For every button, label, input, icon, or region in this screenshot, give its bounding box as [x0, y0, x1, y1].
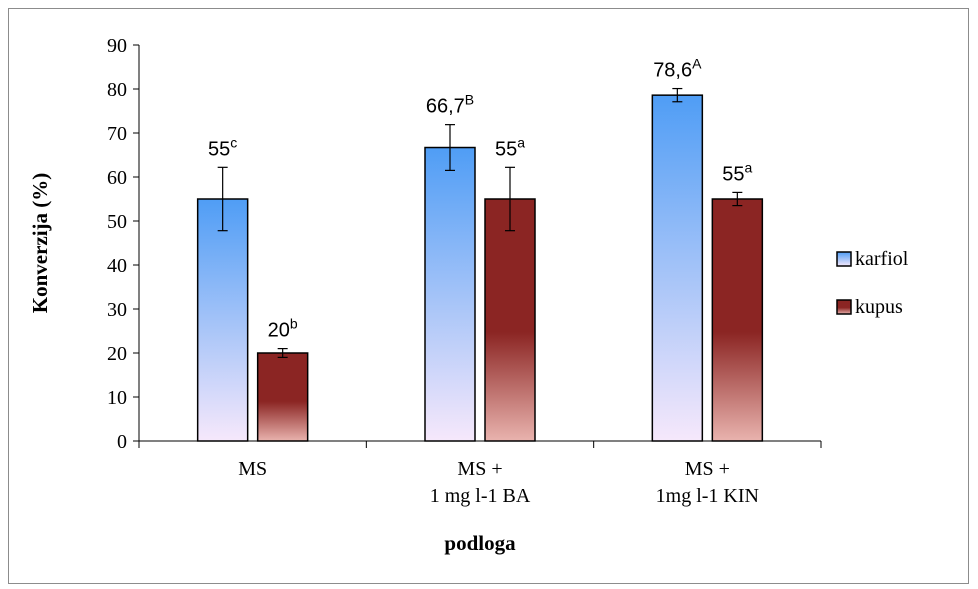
data-label: 66,7B: [426, 92, 474, 118]
data-label: 78,6A: [653, 56, 702, 82]
bar-karfiol: [424, 146, 476, 442]
bar-kupus: [484, 198, 536, 442]
legend-swatch-karfiol: [836, 251, 852, 267]
y-tick-label: 40: [107, 255, 127, 277]
y-tick-label: 60: [107, 167, 127, 189]
bar-kupus: [256, 352, 309, 442]
bar-karfiol: [196, 198, 249, 442]
data-label: 55a: [722, 159, 752, 185]
data-label: 20b: [268, 316, 298, 342]
y-tick-label: 10: [107, 387, 127, 409]
y-axis-title: Konverzija (%): [28, 173, 52, 314]
legend-swatch-kupus: [836, 299, 852, 315]
category-label: MS: [238, 458, 267, 480]
y-tick-label: 0: [117, 431, 127, 453]
y-tick-label: 70: [107, 123, 127, 145]
legend-label-kupus: kupus: [855, 296, 903, 318]
category-label: 1mg l-1 KIN: [656, 485, 759, 507]
y-tick-label: 90: [107, 35, 127, 57]
y-tick-label: 30: [107, 299, 127, 321]
bar-kupus: [711, 198, 764, 442]
legend-label-karfiol: karfiol: [855, 248, 909, 270]
y-tick-label: 80: [107, 79, 127, 101]
category-label: 1 mg l-1 BA: [430, 485, 531, 507]
x-axis-title: podloga: [444, 531, 516, 555]
y-tick-label: 50: [107, 211, 127, 233]
y-tick-label: 20: [107, 343, 127, 365]
bar-karfiol: [651, 94, 704, 442]
data-label: 55a: [495, 134, 525, 160]
category-label: MS +: [685, 458, 730, 480]
bar-chart: 0 10 20 30 40 50 60 70 80 90 MS 55c 20b MS + 1 mg l-1…: [28, 35, 909, 555]
chart-frame: 0 10 20 30 40 50 60 70 80 90 MS 55c 20b MS + 1 mg l-1…: [8, 8, 969, 584]
data-label: 55c: [208, 134, 237, 160]
category-label: MS +: [457, 458, 502, 480]
